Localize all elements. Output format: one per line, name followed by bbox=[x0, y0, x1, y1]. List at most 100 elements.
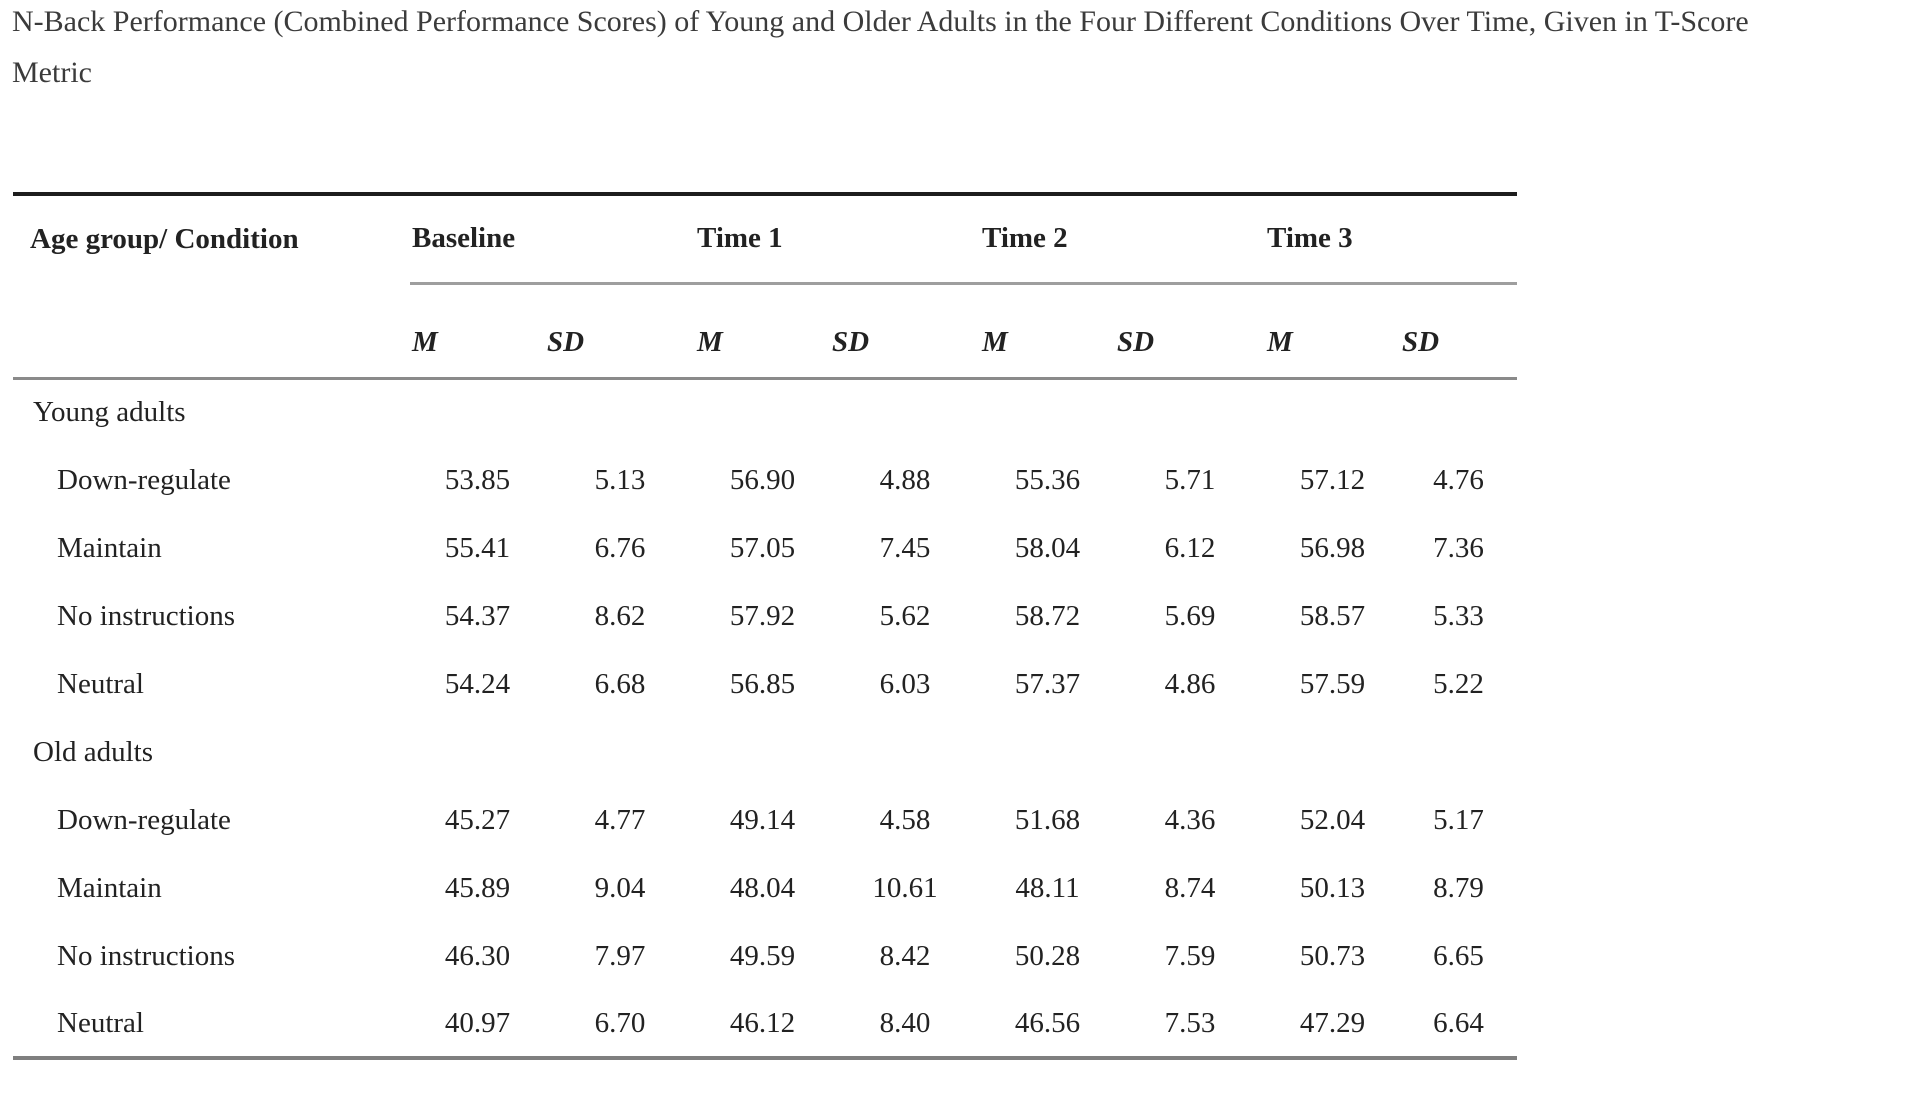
header-m-time3: M bbox=[1265, 283, 1400, 380]
header-time2: Time 2 bbox=[980, 194, 1265, 285]
table-caption-line1: N-Back Performance (Combined Performance… bbox=[12, 5, 1749, 38]
value-cell: 5.17 bbox=[1433, 803, 1484, 836]
header-baseline: Baseline bbox=[410, 194, 695, 285]
condition-row: Down-regulate 45.27 4.77 49.14 4.58 51.6… bbox=[13, 786, 1517, 854]
value-cell: 9.04 bbox=[594, 871, 646, 904]
value-cell: 57.92 bbox=[729, 599, 796, 632]
condition-row: No instructions 46.30 7.97 49.59 8.42 50… bbox=[13, 922, 1517, 990]
results-table: Age group/ Condition Baseline Time 1 Tim… bbox=[13, 192, 1517, 1060]
value-cell: 49.14 bbox=[729, 803, 796, 836]
table-caption-line2: Metric bbox=[12, 56, 92, 89]
value-cell: 45.89 bbox=[444, 871, 511, 904]
value-cell: 48.11 bbox=[1015, 871, 1080, 904]
value-cell: 48.04 bbox=[729, 871, 796, 904]
value-cell: 46.56 bbox=[1014, 1006, 1081, 1039]
value-cell: 7.36 bbox=[1433, 531, 1484, 564]
stat-header-row: M SD M SD M SD M SD bbox=[13, 283, 1517, 380]
condition-row: No instructions 54.37 8.62 57.92 5.62 58… bbox=[13, 582, 1517, 650]
table-header: Age group/ Condition Baseline Time 1 Tim… bbox=[13, 194, 1517, 380]
header-sd-time3: SD bbox=[1400, 283, 1517, 380]
value-cell: 4.77 bbox=[594, 803, 646, 836]
value-cell: 4.36 bbox=[1164, 803, 1216, 836]
value-cell: 7.45 bbox=[879, 531, 931, 564]
value-cell: 54.24 bbox=[444, 667, 511, 700]
header-sd-baseline: SD bbox=[545, 283, 695, 380]
timepoint-header-row: Age group/ Condition Baseline Time 1 Tim… bbox=[13, 194, 1517, 285]
corner-header: Age group/ Condition bbox=[30, 223, 299, 255]
header-m-time1: M bbox=[695, 283, 830, 380]
value-cell: 55.41 bbox=[444, 531, 511, 564]
header-m-baseline: M bbox=[410, 283, 545, 380]
condition-row: Maintain 55.41 6.76 57.05 7.45 58.04 6.1… bbox=[13, 514, 1517, 582]
value-cell: 45.27 bbox=[444, 803, 511, 836]
condition-label: Neutral bbox=[57, 667, 144, 700]
value-cell: 57.12 bbox=[1299, 463, 1366, 496]
value-cell: 58.57 bbox=[1299, 599, 1366, 632]
value-cell: 5.33 bbox=[1433, 599, 1484, 632]
header-time3: Time 3 bbox=[1265, 194, 1517, 285]
condition-label: Down-regulate bbox=[57, 803, 231, 836]
value-cell: 5.71 bbox=[1164, 463, 1216, 496]
value-cell: 6.12 bbox=[1164, 531, 1216, 564]
header-time1: Time 1 bbox=[695, 194, 980, 285]
value-cell: 55.36 bbox=[1014, 463, 1081, 496]
header-sd-time1: SD bbox=[830, 283, 980, 380]
value-cell: 7.59 bbox=[1164, 939, 1216, 972]
value-cell: 7.53 bbox=[1164, 1006, 1216, 1039]
header-m-time2: M bbox=[980, 283, 1115, 380]
table-body: Young adults Down-regulate 53.85 5.13 56… bbox=[13, 378, 1517, 1058]
value-cell: 5.62 bbox=[879, 599, 931, 632]
value-cell: 46.30 bbox=[444, 939, 511, 972]
value-cell: 58.72 bbox=[1014, 599, 1081, 632]
condition-row: Neutral 40.97 6.70 46.12 8.40 46.56 7.53… bbox=[13, 990, 1517, 1058]
condition-label: Maintain bbox=[57, 871, 162, 904]
value-cell: 6.03 bbox=[879, 667, 931, 700]
value-cell: 8.62 bbox=[594, 599, 646, 632]
value-cell: 5.22 bbox=[1433, 667, 1484, 700]
value-cell: 6.65 bbox=[1433, 939, 1484, 972]
value-cell: 56.90 bbox=[729, 463, 796, 496]
condition-row: Maintain 45.89 9.04 48.04 10.61 48.11 8.… bbox=[13, 854, 1517, 922]
condition-row: Down-regulate 53.85 5.13 56.90 4.88 55.3… bbox=[13, 446, 1517, 514]
value-cell: 46.12 bbox=[729, 1006, 796, 1039]
value-cell: 8.42 bbox=[879, 939, 931, 972]
value-cell: 10.61 bbox=[872, 871, 938, 904]
value-cell: 4.58 bbox=[879, 803, 931, 836]
value-cell: 49.59 bbox=[729, 939, 796, 972]
value-cell: 6.68 bbox=[594, 667, 646, 700]
condition-label: Neutral bbox=[57, 1006, 144, 1039]
value-cell: 51.68 bbox=[1014, 803, 1081, 836]
age-group-label: Old adults bbox=[33, 735, 154, 768]
age-group-label: Young adults bbox=[33, 396, 186, 429]
value-cell: 54.37 bbox=[444, 599, 511, 632]
value-cell: 50.28 bbox=[1014, 939, 1081, 972]
value-cell: 6.76 bbox=[594, 531, 646, 564]
value-cell: 8.79 bbox=[1433, 871, 1484, 904]
value-cell: 8.74 bbox=[1164, 871, 1216, 904]
condition-label: No instructions bbox=[57, 599, 236, 632]
value-cell: 50.13 bbox=[1299, 871, 1366, 904]
value-cell: 57.05 bbox=[729, 531, 796, 564]
header-sd-time2: SD bbox=[1115, 283, 1265, 380]
value-cell: 57.59 bbox=[1299, 667, 1366, 700]
stat-header-spacer bbox=[13, 283, 410, 380]
value-cell: 57.37 bbox=[1014, 667, 1081, 700]
value-cell: 4.86 bbox=[1164, 667, 1216, 700]
value-cell: 5.69 bbox=[1164, 599, 1216, 632]
value-cell: 52.04 bbox=[1299, 803, 1366, 836]
value-cell: 4.88 bbox=[879, 463, 931, 496]
condition-row: Neutral 54.24 6.68 56.85 6.03 57.37 4.86… bbox=[13, 650, 1517, 718]
table-caption: N-Back Performance (Combined Performance… bbox=[12, 0, 1926, 98]
value-cell: 50.73 bbox=[1299, 939, 1366, 972]
condition-label: No instructions bbox=[57, 939, 236, 972]
condition-label: Down-regulate bbox=[57, 463, 231, 496]
value-cell: 8.40 bbox=[879, 1006, 931, 1039]
value-cell: 7.97 bbox=[594, 939, 646, 972]
age-group-row: Young adults bbox=[13, 378, 1517, 446]
value-cell: 47.29 bbox=[1299, 1006, 1366, 1039]
value-cell: 56.98 bbox=[1299, 531, 1366, 564]
value-cell: 56.85 bbox=[729, 667, 796, 700]
value-cell: 40.97 bbox=[444, 1006, 511, 1039]
age-group-row: Old adults bbox=[13, 718, 1517, 786]
value-cell: 58.04 bbox=[1014, 531, 1081, 564]
